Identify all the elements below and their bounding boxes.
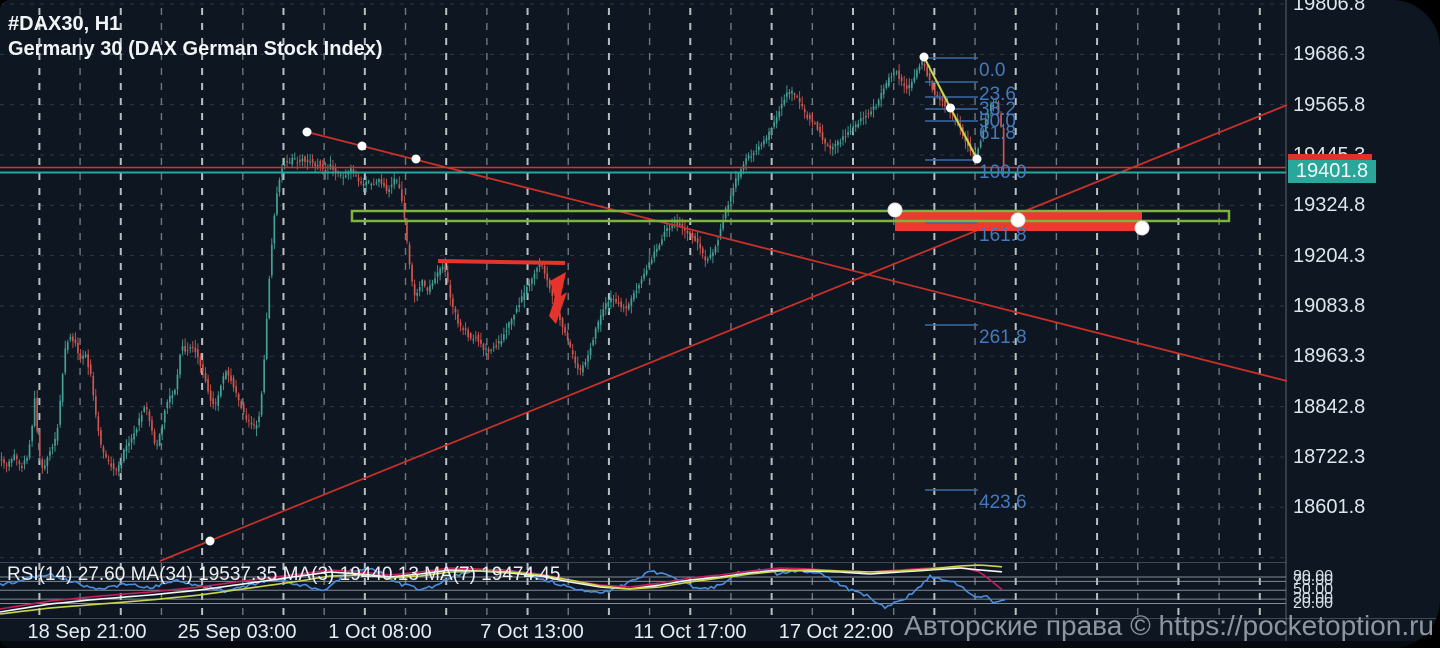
rsi-level-label: 70.00 [1293,572,1334,590]
fibonacci-retracement[interactable] [919,52,982,491]
price-axis-label: 19204.3 [1293,244,1366,267]
rsi-level-label: 20.00 [1293,594,1334,612]
price-axis-label: 18842.8 [1293,395,1366,418]
rsi-level-label: 80.00 [1293,568,1334,585]
fib-level-label: 38.2 [979,99,1016,120]
price-axis-label: 19324.8 [1293,194,1366,217]
fib-level-label: 161.8 [979,225,1027,246]
price-axis-label: 19686.3 [1293,43,1366,66]
fib-level-label: 100.0 [979,162,1027,183]
sell-arrow-marker[interactable] [549,272,567,324]
trendline-handle[interactable] [302,127,312,137]
fib-level-label: 423.6 [979,492,1027,513]
fib-level-label: 261.8 [979,327,1027,348]
fib-level-label: 50.0 [979,111,1016,132]
time-axis-label: 1 Oct 08:00 [328,621,432,643]
time-axis-label: 11 Oct 17:00 [633,621,747,643]
price-axis-label: 19806.8 [1293,0,1366,15]
ascending-trendline[interactable] [159,104,1288,562]
rsi-level-label: 50.00 [1293,581,1334,599]
trendline-handle[interactable] [205,536,215,546]
time-axis-label: 25 Sep 03:00 [177,621,297,643]
trendline-handle[interactable] [411,154,421,164]
red-resistance-segment[interactable] [437,259,566,265]
green-zone-rectangle[interactable] [350,209,1231,223]
rectangle-handle[interactable] [1134,220,1150,236]
watermark: Авторские права © https://pocketoption.r… [904,610,1434,641]
symbol-timeframe-label: #DAX30, H1 [8,13,121,35]
descending-trendline[interactable] [306,131,1288,382]
time-axis-label: 18 Sep 21:00 [27,621,147,643]
fib-level-label: 0.0 [979,60,1006,81]
current-price-badge: 19401.8 [1288,160,1376,183]
price-axis-label: 18963.3 [1293,345,1366,368]
rsi-level-label: 30.00 [1293,590,1334,608]
price-axis-label: 18601.8 [1293,496,1366,519]
price-axis-label: 19083.8 [1293,294,1366,317]
rsi-indicator-label: RSI(14) 27.60 MA(34) 19537.35 MA(3) 1944… [7,564,561,585]
price-axis-label: 18722.3 [1293,445,1366,468]
trendline-handle[interactable] [357,141,367,151]
time-axis-label: 17 Oct 22:00 [778,621,894,643]
bottom-strip [0,641,1440,648]
rsi-series-MA(7) [0,564,1003,615]
instrument-name-label: Germany 30 (DAX German Stock Index) [8,38,383,60]
time-axis-label: 7 Oct 13:00 [480,621,584,643]
fib-level-label: 23.6 [979,84,1016,105]
fib-level-label: 61.8 [979,123,1016,144]
candlesticks [0,54,1005,477]
rectangle-handle[interactable] [1010,212,1026,228]
price-axis-label: 19565.8 [1293,93,1366,116]
rectangle-handle[interactable] [887,202,903,218]
